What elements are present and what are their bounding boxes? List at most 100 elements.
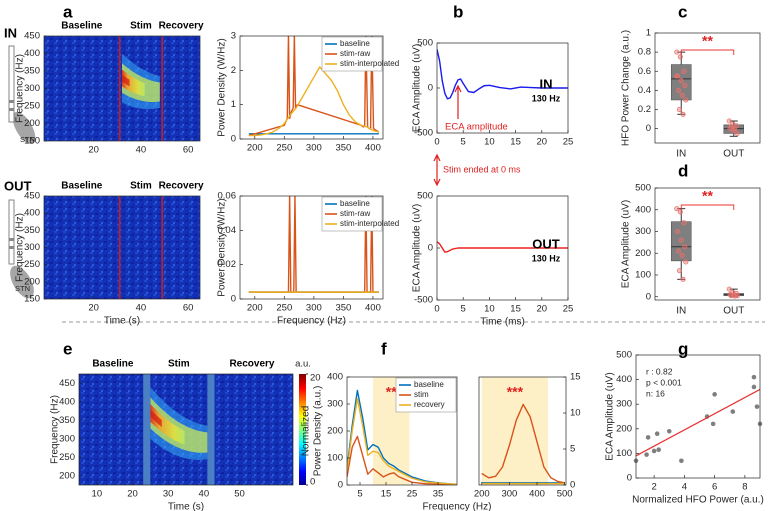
data-point [675,228,681,235]
panel-label: b [453,2,463,21]
x-tick-label: 60 [183,145,194,156]
x-tick-label: 35 [433,489,444,500]
scatter-point [656,447,661,453]
contact [9,100,14,103]
y-tick-label: 0 [231,294,236,305]
y-tick-label: 400 [24,208,40,219]
chart: IN OUT ** 0 0.2 0.4 0.6 0.8 1 HFO Power Change (a… [621,28,761,160]
legend-label: baseline [340,39,370,48]
legend-label: recovery [414,400,445,409]
artifact-band [143,374,151,485]
x-tick-label: 50 [234,489,245,500]
y-axis-label: Power Density (W/Hz) [217,38,228,136]
y-axis-label: Power Density (W/Hz) [217,198,228,296]
x-tick-label: 200 [474,489,490,500]
y-axis-label: ECA Amplitude (uV) [412,44,423,132]
hfo-band [150,397,208,453]
y-tick-label: 2 [231,65,236,76]
electrode [8,199,15,265]
y-tick-label: 0.04 [218,225,237,236]
period-label: Stim [168,359,190,370]
y-tick-label: 150 [24,136,40,147]
x-tick-label: 300 [501,489,517,500]
y-tick-label: 400 [635,204,651,215]
x-tick-label: 0 [434,137,439,148]
x-tick-label: OUT [723,306,744,317]
legend-box [321,36,383,72]
y-axis-label: ECA Amplitude (uV) [412,204,423,292]
y-axis-label: Frequency (Hz) [15,54,26,123]
y-tick-label: 300 [24,242,40,253]
x-tick-label: 25 [407,489,418,500]
data-point [683,97,689,103]
data-point [681,220,687,226]
x-tick-label: 200 [247,303,263,314]
x-tick-label: 5 [461,304,466,315]
y-tick-label: 300 [24,83,40,94]
period-label: Recovery [229,359,274,370]
plot-frame [478,376,567,486]
x-tick-label: 500 [557,489,573,500]
scatter-point [751,374,757,380]
x-tick-label: 6 [712,482,717,493]
x-tick-label: 400 [529,489,545,500]
hfo-band [122,69,145,97]
y-tick-label: 0.6 [638,66,651,77]
y-tick-label: 200 [635,248,651,259]
data-point [683,259,689,265]
y-tick-label: 200 [616,423,632,434]
x-tick-label: 20 [537,137,548,148]
y-axis-label: Normalized [301,406,312,457]
legend-label: stim-interpolated [340,59,399,68]
x-tick-label: 350 [335,143,351,154]
contact [9,108,14,111]
y-tick-label: -500 [414,295,433,306]
y-axis-label: Frequency (Hz) [50,395,61,464]
scatter-point [645,435,651,440]
x-tick-label: 400 [365,303,381,314]
y-axis-label: ECA Amplitude (uV) [621,200,632,288]
x-tick-label: 300 [306,143,322,154]
y-tick-label: 400 [24,48,40,59]
y-tick-label: 250 [59,452,75,463]
x-tick-label: 60 [183,303,194,314]
colorbar-label: a.u. [295,359,311,370]
x-tick-label: 0 [434,304,439,315]
data-point [732,126,738,132]
y2-tick-label: 10 [570,408,581,419]
x-tick-label: 20 [127,489,138,500]
x-tick-label: 20 [88,145,99,156]
y-tick-label: 300 [635,226,651,237]
fit-line [636,388,760,457]
x-tick-label: 20 [88,303,99,314]
scatter-point [654,431,660,437]
x-tick-label: 5 [461,137,466,148]
in-label: IN [4,25,17,40]
contact [9,246,14,249]
data-point [675,248,682,254]
period-label: Recovery [159,21,204,32]
legend-label: stim-raw [340,49,370,58]
electrode [8,45,15,123]
y-tick-label: 250 [24,259,40,270]
data-point [676,268,683,274]
y-tick-label: 500 [417,191,433,202]
scatter-point [651,448,657,454]
series-line [347,435,457,485]
y-tick-label: 300 [327,399,343,410]
colorbar-tick-label: 0 [310,477,315,488]
scatter-point [751,384,757,390]
electrode-out: OUT STN [4,178,34,299]
stn-shape [12,111,36,145]
scatter-point [710,421,716,427]
plot-frame [78,373,294,486]
note-arrow [433,153,441,187]
x-tick-label: 40 [199,489,210,500]
x-axis-label: Frequency (Hz) [423,502,492,511]
scatter-point [754,404,760,409]
